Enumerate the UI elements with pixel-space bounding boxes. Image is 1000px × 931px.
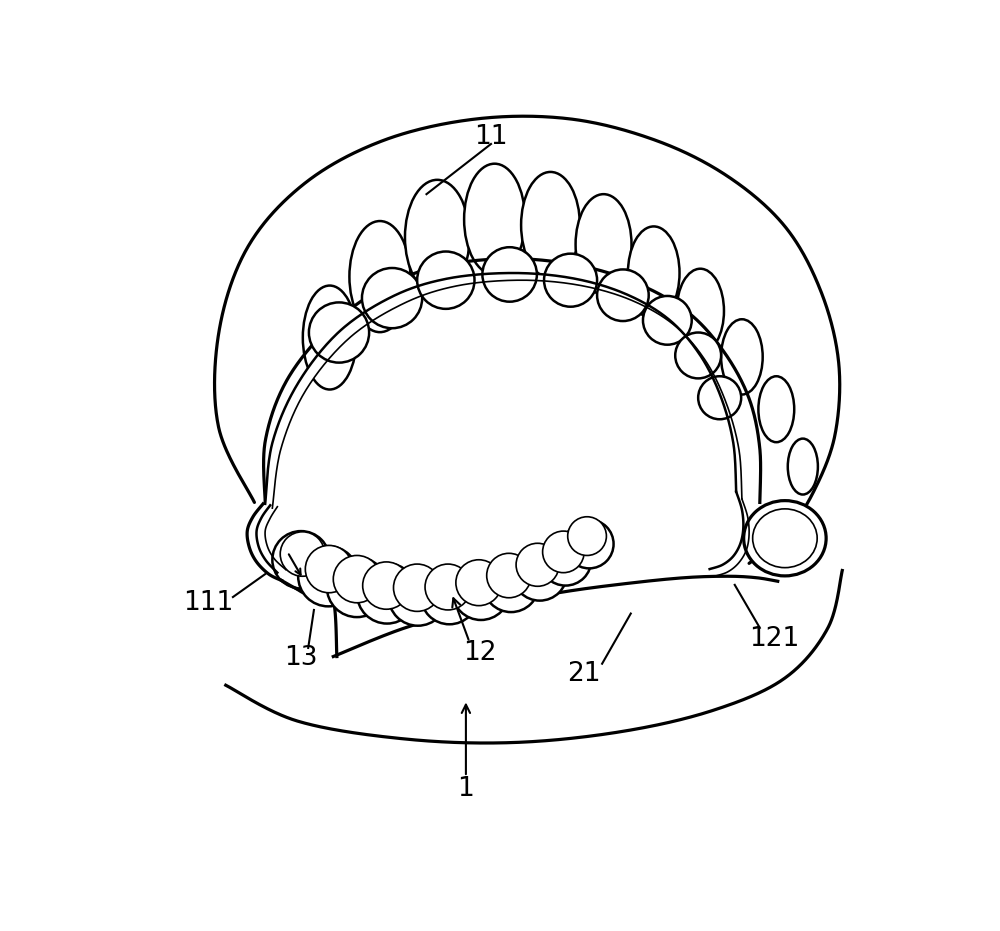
Ellipse shape [628,226,680,319]
Polygon shape [215,116,840,563]
Ellipse shape [521,172,580,278]
Text: 12: 12 [463,640,497,666]
Circle shape [333,556,381,602]
Circle shape [597,269,649,321]
Text: 21: 21 [567,661,601,687]
Circle shape [388,567,447,626]
Circle shape [675,332,721,378]
Ellipse shape [464,164,525,275]
Circle shape [309,303,369,363]
Ellipse shape [405,180,469,294]
Circle shape [425,564,471,610]
Circle shape [516,544,559,587]
Circle shape [280,532,325,576]
Circle shape [483,556,539,612]
Circle shape [540,534,591,586]
Circle shape [305,546,353,593]
Circle shape [363,562,410,609]
Polygon shape [265,273,742,508]
Ellipse shape [349,221,410,332]
Ellipse shape [788,439,818,494]
Circle shape [565,519,614,568]
Ellipse shape [753,509,817,568]
Circle shape [393,564,441,612]
Circle shape [512,546,567,600]
Circle shape [327,557,387,617]
Text: 13: 13 [284,645,318,671]
Circle shape [543,531,584,573]
Circle shape [452,562,510,620]
Text: 111: 111 [183,589,233,615]
Ellipse shape [744,501,826,576]
Ellipse shape [303,286,357,389]
Circle shape [456,560,502,606]
Text: 11: 11 [474,124,508,150]
Circle shape [357,563,417,624]
Text: 1: 1 [458,776,474,803]
Circle shape [487,553,531,598]
Ellipse shape [677,269,724,353]
Circle shape [417,251,475,309]
Circle shape [643,296,692,344]
Ellipse shape [721,319,763,395]
Circle shape [272,531,330,588]
Ellipse shape [576,195,632,294]
Ellipse shape [758,376,794,442]
Circle shape [544,253,597,306]
Circle shape [482,248,537,302]
Circle shape [362,268,422,329]
Circle shape [568,517,606,556]
Text: 121: 121 [749,626,799,652]
Circle shape [298,546,358,606]
Circle shape [698,376,741,419]
Circle shape [421,567,478,625]
